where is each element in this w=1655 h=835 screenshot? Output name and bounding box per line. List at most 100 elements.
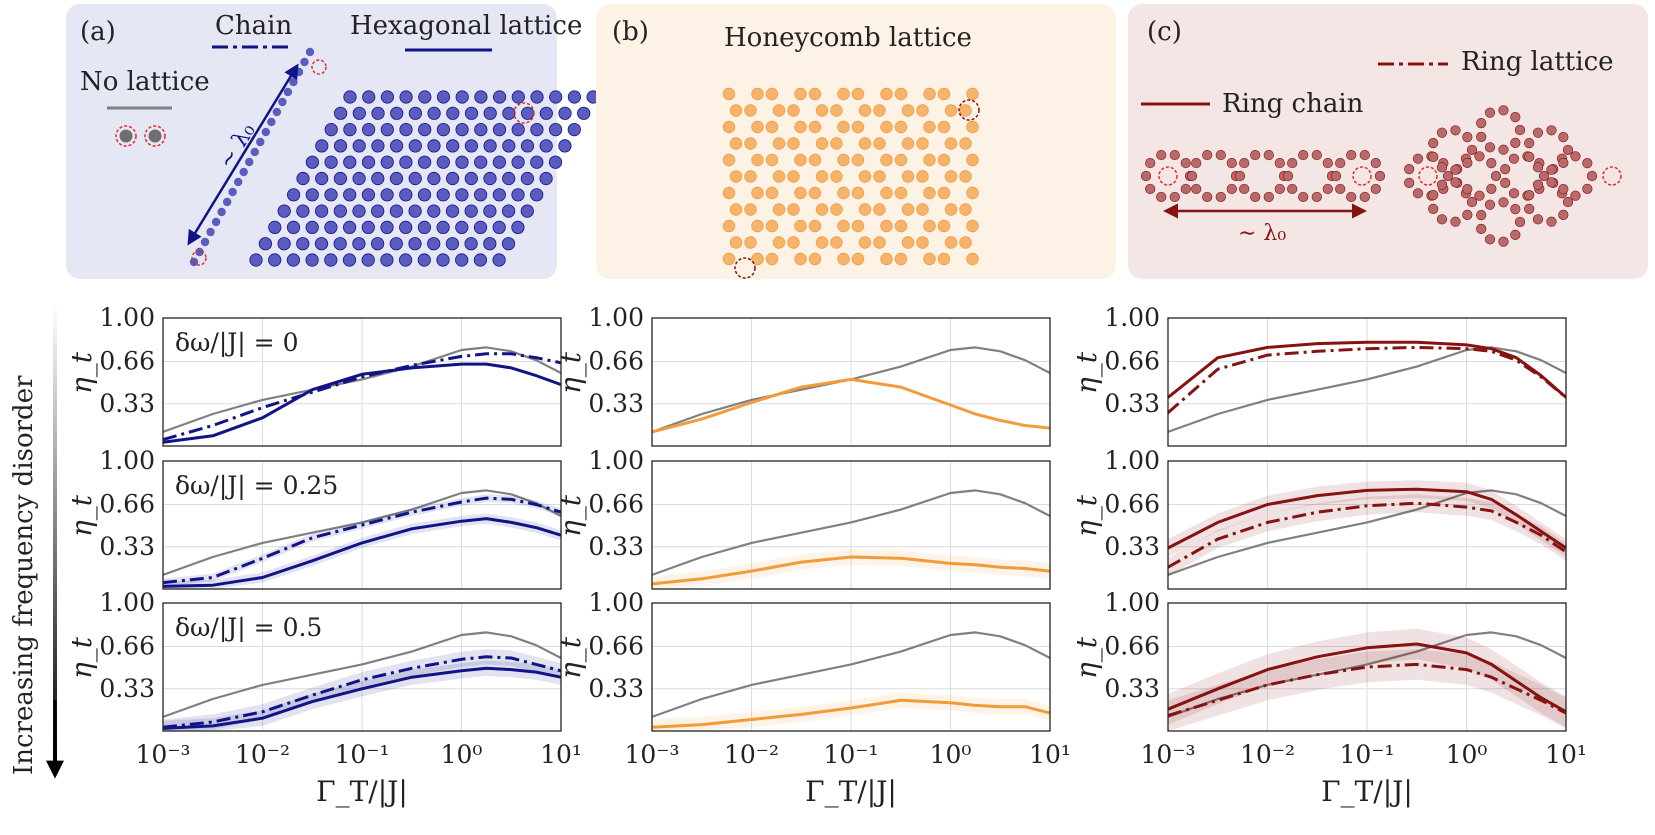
ring-atom — [1524, 138, 1535, 149]
hex-atom — [286, 253, 300, 267]
chain-atom — [228, 187, 237, 197]
hex-atom — [371, 204, 385, 218]
ring-atom — [1215, 191, 1226, 203]
series-ring-chain — [1167, 642, 1567, 714]
series-ring-lattice — [1167, 345, 1567, 414]
hex-atom — [436, 123, 450, 137]
hex-atom — [352, 139, 366, 153]
hex-atom — [352, 204, 366, 218]
chain-atom — [217, 207, 226, 217]
honeycomb-atom — [916, 104, 929, 117]
hex-atom — [408, 237, 422, 251]
hex-atom — [277, 204, 291, 218]
ring-atom — [1476, 210, 1487, 221]
ring-atom — [1500, 164, 1511, 175]
hex-atom — [464, 204, 478, 218]
ring-emitter — [1158, 166, 1178, 186]
hex-atom — [371, 171, 385, 186]
honeycomb-atom — [830, 236, 843, 249]
ring-atom — [1450, 216, 1461, 227]
disorder-annotation: δω/|J| = 0 — [175, 328, 298, 358]
ring-emitter — [1352, 166, 1372, 186]
hex-atom — [436, 155, 450, 169]
honeycomb-atom — [959, 137, 972, 150]
honeycomb-atom — [901, 137, 915, 150]
honeycomb-atom — [959, 203, 972, 216]
series-hexagonal-lattice — [162, 517, 562, 588]
y-tick-label: 0.33 — [588, 674, 644, 703]
ring-atom — [1346, 149, 1357, 161]
y-tick-label: 0.66 — [99, 347, 155, 376]
honeycomb-atom — [851, 252, 865, 266]
hexagonal-lattice-atoms — [249, 90, 600, 267]
panel-b-label: (b) — [612, 17, 649, 47]
ring-atom — [1524, 203, 1535, 214]
ring-atom — [1508, 153, 1520, 164]
honeycomb-atom — [787, 170, 800, 183]
hex-atom — [455, 188, 469, 202]
hex-atom — [324, 253, 338, 267]
honeycomb-atom — [851, 87, 865, 101]
legend-chain-label: Chain — [215, 11, 292, 41]
hex-atom — [511, 155, 525, 169]
ring-atom — [1558, 184, 1569, 195]
ring-atom — [1404, 177, 1415, 188]
honeycomb-atom — [873, 203, 886, 216]
ring-atom — [1510, 137, 1521, 148]
ring-atom — [1298, 149, 1309, 161]
honeycomb-atom — [722, 186, 736, 200]
hex-atom — [427, 171, 441, 186]
honeycomb-atom — [959, 104, 972, 117]
honeycomb-atom — [880, 153, 893, 167]
honeycomb-atom — [815, 236, 829, 249]
hex-atom — [343, 123, 357, 137]
hex-atom — [427, 204, 441, 218]
honeycomb-atom — [851, 120, 865, 134]
honeycomb-atom — [794, 219, 807, 233]
x-tick-label: 10⁻¹ — [823, 740, 878, 769]
hex-atom — [474, 90, 488, 104]
ring-atom — [1169, 149, 1180, 161]
x-tick-label: 10⁻³ — [1140, 740, 1195, 769]
ring-atom — [1442, 170, 1454, 182]
ring-atom — [1436, 127, 1448, 138]
ring-atom — [1484, 142, 1496, 153]
hex-atom — [268, 253, 282, 267]
ring-atom — [1474, 151, 1485, 162]
ring-atom — [1287, 157, 1298, 169]
ring-atom — [1330, 170, 1342, 182]
ring-atom — [1215, 149, 1226, 161]
x-tick-label: 10⁻² — [1240, 740, 1295, 769]
y-axis-label: η_t — [65, 494, 98, 537]
hex-atom — [455, 123, 469, 137]
ring-atom — [1484, 107, 1496, 118]
hex-atom — [389, 204, 403, 218]
ring-atom — [1322, 157, 1333, 169]
honeycomb-atom — [787, 137, 800, 150]
x-tick-label: 10¹ — [540, 740, 582, 769]
honeycomb-title: Honeycomb lattice — [724, 23, 972, 53]
honeycomb-atom — [916, 203, 929, 216]
hex-atom — [371, 106, 385, 120]
honeycomb-atom — [937, 87, 951, 101]
ring-atom — [1546, 216, 1557, 227]
distance-label-c: ∼ λ₀ — [1238, 221, 1286, 246]
ring-atom — [1250, 149, 1261, 161]
y-tick-label: 0.66 — [1104, 347, 1160, 376]
hex-atom — [324, 123, 338, 137]
hex-atom — [305, 253, 319, 267]
honeycomb-atom — [837, 186, 850, 200]
x-tick-label: 10⁻² — [724, 740, 779, 769]
hex-atom — [492, 220, 506, 234]
honeycomb-atom — [923, 153, 936, 167]
ring-atom — [1570, 190, 1581, 201]
x-tick-label: 10⁰ — [930, 740, 972, 769]
honeycomb-atom — [851, 219, 865, 233]
hex-atom — [305, 188, 319, 202]
disorder-axis: Increasing frequency disorder — [9, 305, 64, 779]
ring-atom — [1145, 183, 1156, 195]
honeycomb-atom — [808, 219, 822, 233]
honeycomb-atom — [751, 186, 764, 200]
band-honeycomb-lattice — [652, 549, 1050, 589]
honeycomb-atom — [772, 170, 786, 183]
